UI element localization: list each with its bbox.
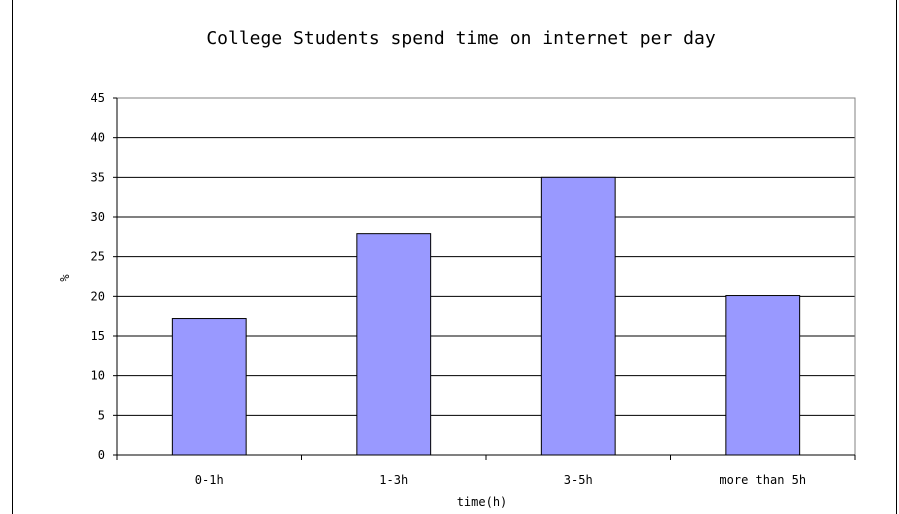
- y-tick-label-8: 40: [91, 131, 105, 145]
- y-tick-label-4: 20: [91, 289, 105, 303]
- x-tick-label-2: 3-5h: [564, 473, 593, 487]
- y-tick-label-9: 45: [91, 91, 105, 105]
- y-tick-label-2: 10: [91, 369, 105, 383]
- x-axis-label: time(h): [457, 495, 508, 509]
- bars: [171, 176, 801, 456]
- y-tick-label-5: 25: [91, 250, 105, 264]
- y-tick-label-1: 5: [98, 408, 105, 422]
- y-axis-label: %: [58, 274, 72, 282]
- chart-title: College Students spend time on internet …: [206, 28, 715, 49]
- bar-1-3h: [356, 233, 432, 456]
- bar-3-5h: [540, 176, 616, 456]
- x-tick-label-1: 1-3h: [379, 473, 408, 487]
- bar-0-1h: [171, 318, 247, 456]
- y-tick-label-3: 15: [91, 329, 105, 343]
- y-tick-label-0: 0: [98, 448, 105, 462]
- y-axis-ticks: 0 5 10 15 20 25 30 35 40 45: [91, 91, 117, 462]
- bar-more-than-5h: [725, 295, 801, 456]
- x-tick-label-3: more than 5h: [719, 473, 806, 487]
- x-tick-label-0: 0-1h: [195, 473, 224, 487]
- x-axis-ticks: 0-1h 1-3h 3-5h more than 5h: [116, 455, 856, 487]
- y-tick-label-6: 30: [91, 210, 105, 224]
- y-tick-label-7: 35: [91, 170, 105, 184]
